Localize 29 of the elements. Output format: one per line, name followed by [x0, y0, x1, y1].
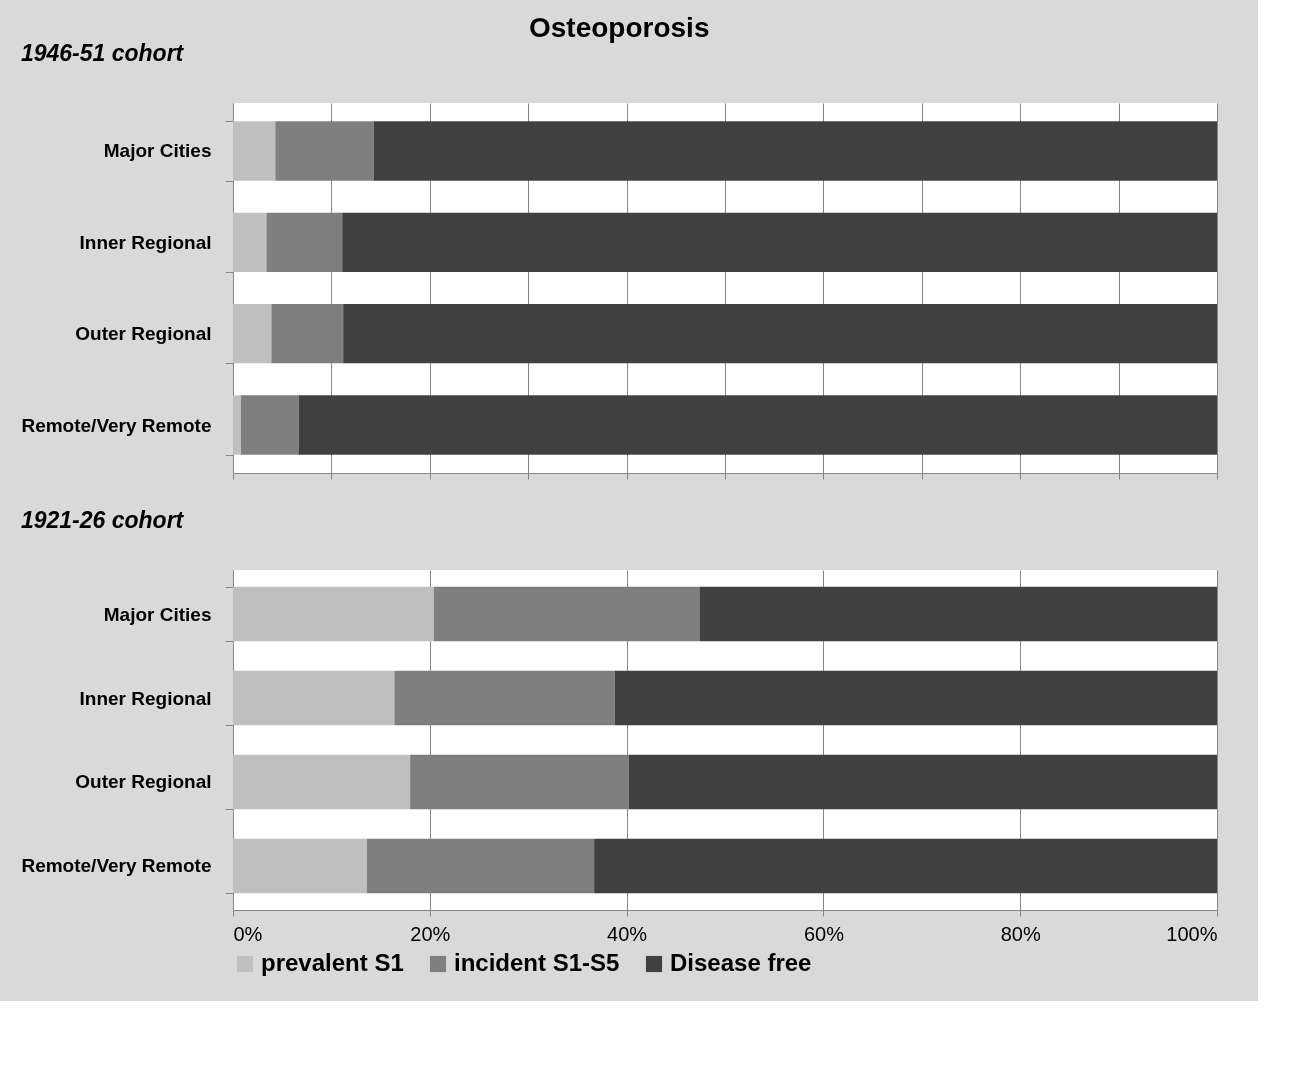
- bar: [342, 212, 1217, 273]
- bar: [233, 121, 276, 181]
- x-tick-label: 40%: [607, 922, 648, 945]
- legend-label: Disease free: [670, 949, 812, 976]
- y-tick-label: Major Cities: [103, 140, 212, 162]
- x-tick-label: 100%: [1166, 922, 1218, 945]
- y-tick-label: Remote/Very Remote: [21, 414, 212, 436]
- bar: [240, 395, 299, 455]
- x-tick-label: 80%: [1000, 922, 1041, 945]
- bar: [298, 395, 1217, 455]
- chart-title: Osteoporosis: [528, 12, 710, 43]
- legend-label: incident S1-S5: [454, 949, 620, 976]
- bar: [233, 212, 267, 273]
- bar: [343, 303, 1217, 364]
- legend-label: prevalent S1: [261, 949, 404, 976]
- y-tick-label: Remote/Very Remote: [21, 855, 212, 877]
- bar: [233, 395, 241, 455]
- y-tick-label: Outer Regional: [75, 771, 212, 793]
- y-tick-label: Outer Regional: [75, 323, 212, 345]
- bar: [233, 303, 272, 364]
- x-tick-label: 60%: [803, 922, 845, 945]
- y-tick-label: Inner Regional: [79, 231, 212, 253]
- x-tick-label: 20%: [410, 922, 451, 945]
- x-tick-label: 0%: [233, 922, 263, 945]
- y-tick-label: Major Cities: [103, 603, 212, 625]
- chart-subtitle: 1946-51 cohort: [20, 40, 185, 66]
- bar: [373, 121, 1217, 181]
- y-tick-label: Inner Regional: [79, 687, 212, 709]
- chart-title: 1921-26 cohort: [20, 507, 185, 533]
